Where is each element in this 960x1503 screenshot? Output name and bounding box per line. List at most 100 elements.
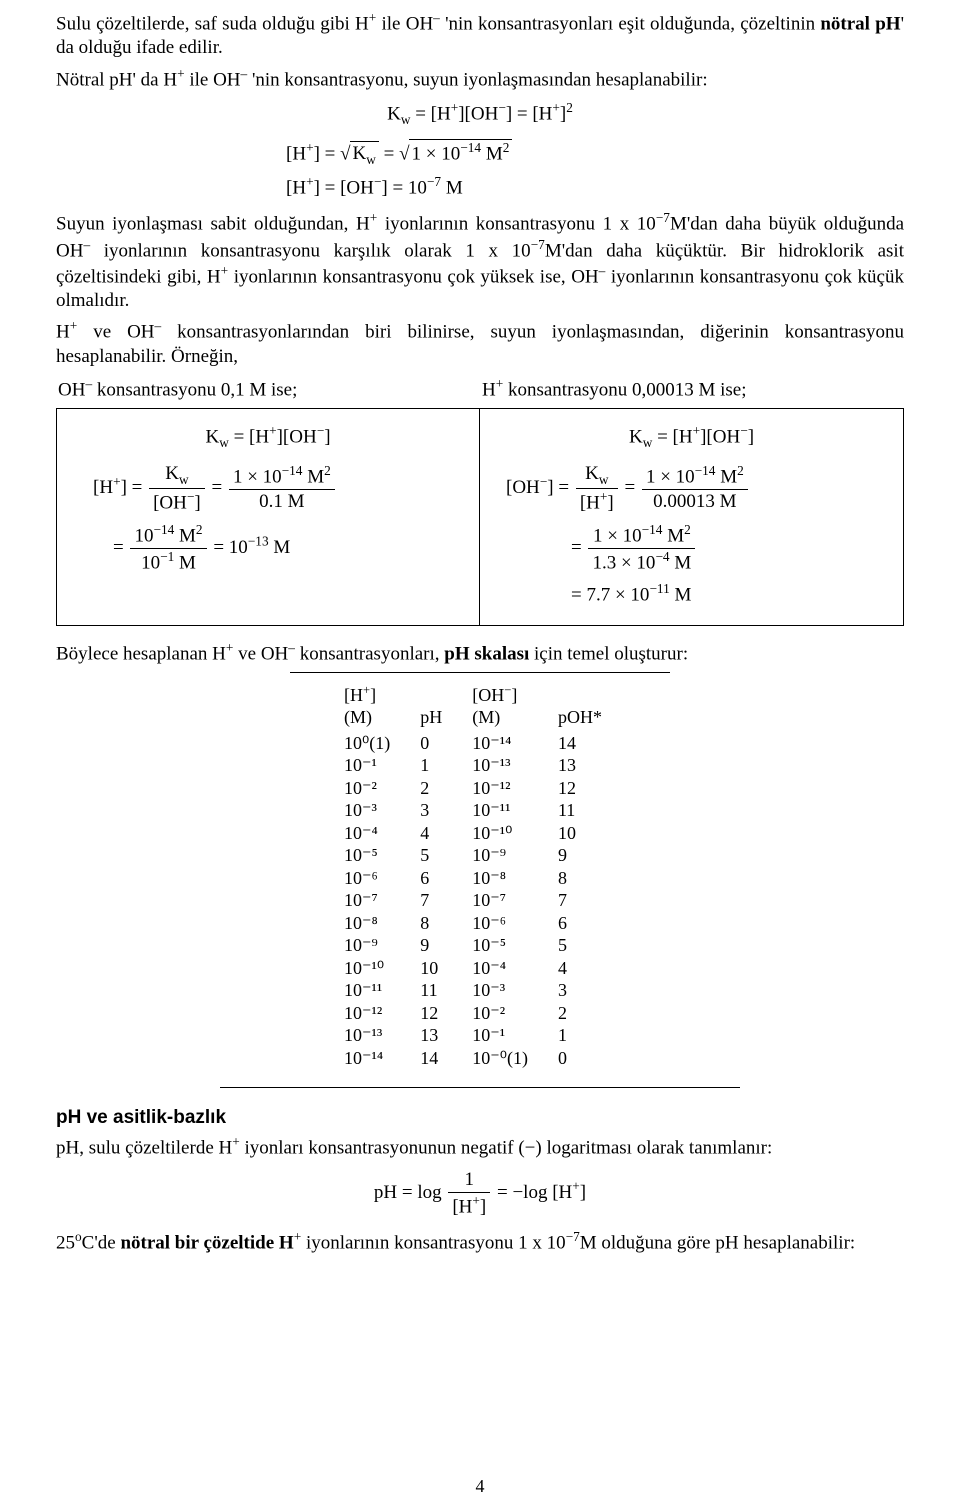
text: M <box>662 525 684 546</box>
table-row: 10⁻⁴410⁻¹⁰10 <box>336 822 624 845</box>
text: konsantrasyonu 0,1 M ise; <box>92 380 297 401</box>
text: C'de <box>82 1232 121 1253</box>
th-poh: pOH* <box>550 683 624 732</box>
text: pH <box>420 707 442 727</box>
table-cell: 8 <box>412 912 464 935</box>
table-cell: 10⁻⁵ <box>336 844 412 867</box>
text: M <box>481 143 503 164</box>
table-cell: 9 <box>550 844 624 867</box>
text: M <box>174 525 196 546</box>
text: = <box>571 537 586 558</box>
paragraph-2: Nötral pH' da H+ ile OH– 'nin konsantras… <box>56 66 904 92</box>
equation: [OH−] = Kw[H+] = 1 × 10−14 M20.00013 M <box>496 462 887 515</box>
text: ] <box>607 493 613 514</box>
table-cell: 10⁻⁶ <box>336 867 412 890</box>
page-number: 4 <box>476 1475 485 1498</box>
text: M olduğuna göre pH hesaplanabilir: <box>580 1232 855 1253</box>
table-cell: 10⁻⁵ <box>464 934 550 957</box>
table-row: 10⁻⁸810⁻⁶6 <box>336 912 624 935</box>
text: ] = [H <box>506 103 553 124</box>
text: Böylece hesaplanan H <box>56 643 226 664</box>
text: M <box>174 552 196 573</box>
table-cell: 11 <box>550 799 624 822</box>
text: M <box>670 552 692 573</box>
text: K <box>387 103 401 124</box>
th-ph: pH <box>412 683 464 732</box>
table-cell: 10⁻³ <box>464 979 550 1002</box>
table-cell: 10⁻¹² <box>464 777 550 800</box>
text: 1 × 10 <box>593 525 642 546</box>
text: (M) <box>472 707 500 727</box>
text: 10 <box>141 552 160 573</box>
text: (M) <box>344 707 372 727</box>
table-cell: 14 <box>550 732 624 755</box>
text: Nötral pH' da H <box>56 69 177 90</box>
table-cell: 0 <box>550 1047 624 1070</box>
text: = [H <box>229 427 269 448</box>
text: Sulu çözeltilerde, saf suda olduğu gibi … <box>56 13 369 34</box>
table-cell: 10⁻¹⁴ <box>464 732 550 755</box>
example-two-column: Kw = [H+][OH−] [H+] = Kw[OH−] = 1 × 10−1… <box>56 408 904 625</box>
table-cell: 10⁻⁴ <box>336 822 412 845</box>
text: ][OH <box>458 103 498 124</box>
table-cell: 7 <box>412 889 464 912</box>
text: ile OH <box>381 13 433 34</box>
text: ] <box>748 427 754 448</box>
table-cell: 12 <box>412 1002 464 1025</box>
table-cell: 10⁻¹ <box>336 754 412 777</box>
table-cell: 5 <box>550 934 624 957</box>
table-cell: 7 <box>550 889 624 912</box>
table-cell: 1 <box>550 1024 624 1047</box>
equation: = 10−14 M210−1 M = 10−13 M <box>73 522 463 575</box>
table-cell: 10⁻¹² <box>336 1002 412 1025</box>
equation: = 1 × 10−14 M21.3 × 10−4 M <box>496 522 887 575</box>
right-cell: Kw = [H+][OH−] [OH−] = Kw[H+] = 1 × 10−1… <box>480 408 903 624</box>
table-top-rule <box>290 672 670 673</box>
text: 1.3 × 10 <box>592 552 655 573</box>
paragraph-7: 25oC'de nötral bir çözeltide H+ iyonları… <box>56 1229 904 1255</box>
table-cell: 10⁻¹⁰ <box>336 957 412 980</box>
table-cell: 10⁻¹ <box>464 1024 550 1047</box>
text: = <box>379 143 399 164</box>
table-cell: 10⁻⁷ <box>464 889 550 912</box>
text: 25 <box>56 1232 75 1253</box>
bold-text: nötral pH <box>820 13 900 34</box>
table-row: 10⁻¹⁴1410⁻⁰(1)0 <box>336 1047 624 1070</box>
table-cell: 10⁻¹⁰ <box>464 822 550 845</box>
text: ] <box>580 1182 586 1203</box>
text: [H <box>344 685 363 705</box>
text: M <box>441 178 463 199</box>
text: 1 <box>448 1168 490 1192</box>
bold-text: pH skalası <box>444 643 529 664</box>
equation-ph-def: pH = log 1[H+] = −log [H+] <box>56 1168 904 1219</box>
table-row: 10⁻³310⁻¹¹11 <box>336 799 624 822</box>
table-row: 10⁻⁹910⁻⁵5 <box>336 934 624 957</box>
table-cell: 11 <box>412 979 464 1002</box>
table-cell: 8 <box>550 867 624 890</box>
equation-2: [H+] = √Kw = √1 × 10−14 M2 <box>56 139 904 169</box>
text: M <box>269 537 291 558</box>
text: = [H <box>652 427 692 448</box>
text: M <box>670 584 692 605</box>
text: OH <box>58 380 85 401</box>
text: ] <box>480 1196 486 1217</box>
text: [H <box>580 493 600 514</box>
equation-1: Kw = [H+][OH−] = [H+]2 <box>56 100 904 129</box>
text: ] = <box>314 143 341 164</box>
right-header: H+ konsantrasyonu 0,00013 M ise; <box>480 374 904 406</box>
table-row: 10⁻¹110⁻¹³13 <box>336 754 624 777</box>
text: pOH* <box>558 707 602 727</box>
text: konsantrasyonları, <box>300 643 445 664</box>
table-cell: 10⁻³ <box>336 799 412 822</box>
table-cell: 2 <box>550 1002 624 1025</box>
table-cell: 4 <box>412 822 464 845</box>
text: iyonlarının konsantrasyonu 1 x 10 <box>306 1232 566 1253</box>
left-cell: Kw = [H+][OH−] [H+] = Kw[OH−] = 1 × 10−1… <box>57 408 480 624</box>
text: ve OH <box>93 322 154 343</box>
text: iyonlarının konsantrasyonu çok yüksek is… <box>234 266 599 287</box>
text: 10 <box>134 525 153 546</box>
table-row: 10⁻⁷710⁻⁷7 <box>336 889 624 912</box>
table-cell: 10⁻¹¹ <box>464 799 550 822</box>
table-row: 10⁻¹²1210⁻²2 <box>336 1002 624 1025</box>
text: 0.00013 M <box>642 489 748 514</box>
